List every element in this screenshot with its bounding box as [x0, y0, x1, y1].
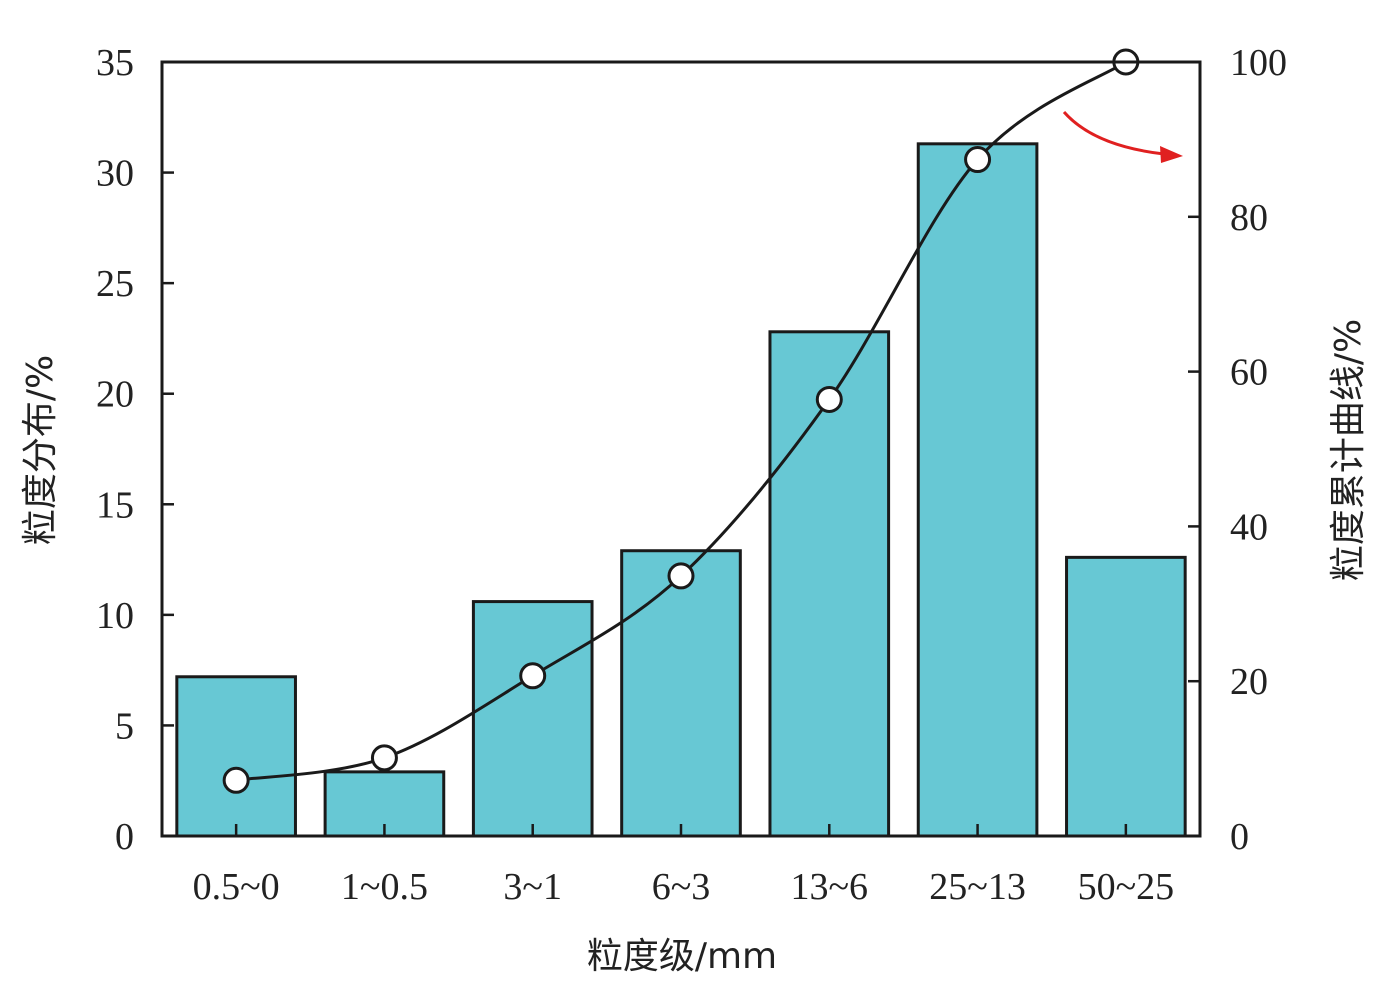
cumulative-point: [964, 146, 992, 174]
y-left-tick-label: 5: [115, 705, 134, 747]
cumulative-markers: [222, 48, 1140, 794]
y-left-tick-label: 0: [115, 816, 134, 858]
y-right-tick-label: 40: [1230, 506, 1268, 548]
cumulative-point: [815, 385, 843, 413]
y-left-ticks: 0 5 10 15 20 25 30 35: [96, 42, 174, 858]
bar-13~6: [768, 330, 891, 838]
x-axis-title: 粒度级/mm: [587, 936, 777, 977]
cumulative-point: [667, 562, 695, 590]
annotation-arrowhead: [1160, 146, 1183, 163]
x-tick-label: 25~13: [929, 866, 1026, 908]
bars-layer: [175, 142, 1187, 838]
x-tick-label: 3~1: [503, 866, 562, 908]
cumulative-point: [519, 662, 547, 690]
y-right-tick-label: 100: [1230, 42, 1287, 84]
y-left-tick-label: 35: [96, 42, 134, 84]
y-right-ticks: 0 20 40 60 80 100: [1188, 42, 1287, 858]
x-tick-label: 0.5~0: [193, 866, 280, 908]
bar-6~3: [620, 549, 742, 838]
y-right-tick-label: 80: [1230, 197, 1268, 239]
y-left-tick-label: 20: [96, 374, 134, 416]
y-right-axis-title: 粒度累计曲线/%: [1328, 319, 1369, 581]
x-tick-label: 50~25: [1078, 866, 1175, 908]
bar-0.5~0: [175, 675, 297, 838]
bar-25~13: [916, 142, 1039, 838]
y-left-axis-title: 粒度分布/%: [20, 355, 61, 545]
y-right-tick-label: 0: [1230, 816, 1249, 858]
bar-3~1: [471, 600, 594, 838]
y-left-tick-label: 30: [96, 153, 134, 195]
y-left-tick-label: 25: [96, 263, 134, 305]
plot-frame: [160, 60, 1202, 838]
bar-50~25: [1065, 555, 1187, 838]
annotation-arrow: [1062, 111, 1165, 156]
cumulative-point: [222, 766, 250, 794]
x-tick-label: 13~6: [791, 866, 869, 908]
x-ticks: 0.5~0 1~0.5 3~1 6~3 13~6 25~13 50~25: [193, 824, 1175, 908]
y-left-tick-label: 15: [96, 484, 134, 526]
x-tick-label: 1~0.5: [341, 866, 428, 908]
y-left-tick-label: 10: [96, 595, 134, 637]
cumulative-point: [370, 744, 398, 772]
y-right-tick-label: 60: [1230, 352, 1268, 394]
y-right-tick-label: 20: [1230, 661, 1268, 703]
x-tick-label: 6~3: [652, 866, 711, 908]
